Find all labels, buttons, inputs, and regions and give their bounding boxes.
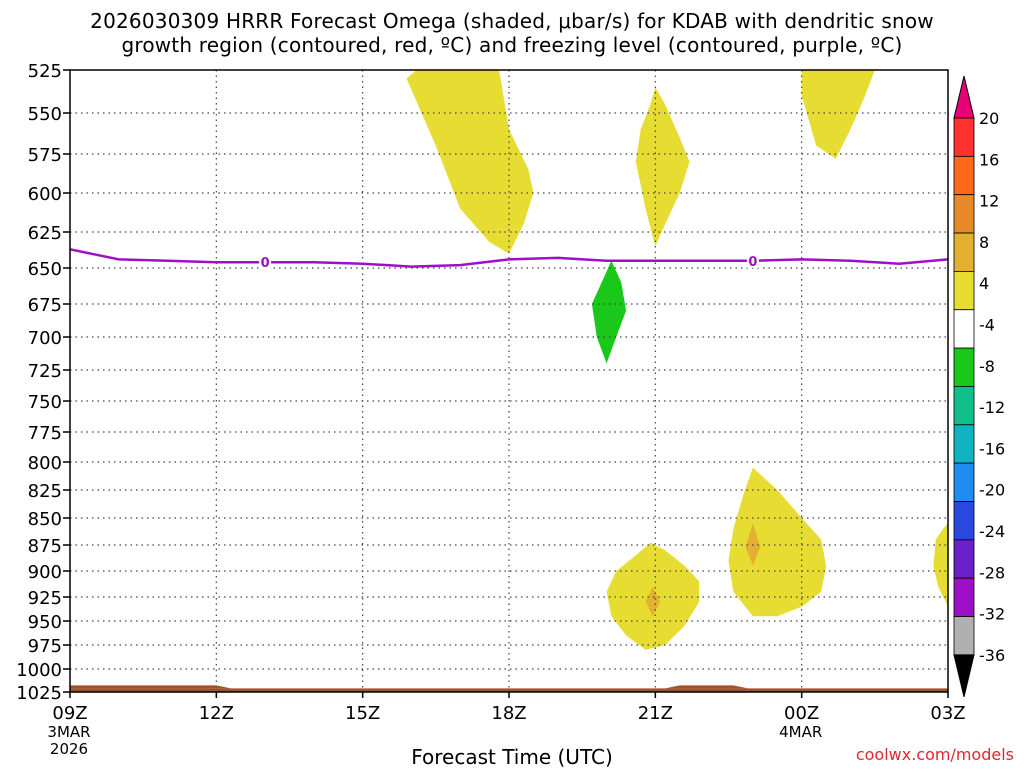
y-tick-label-775: 775 — [28, 423, 62, 444]
colorbar-label-6: -8 — [979, 357, 995, 376]
y-tick-label-925: 925 — [28, 588, 62, 609]
colorbar-swatch-2 — [953, 194, 975, 234]
colorbar-label-0: 20 — [979, 109, 999, 128]
omega-region-0 — [406, 70, 534, 254]
colorbar-label-5: -4 — [979, 316, 995, 335]
omega-region-2 — [801, 70, 875, 159]
surface-band — [70, 688, 948, 692]
colorbar-swatch-7 — [953, 386, 975, 426]
y-tick-label-900: 900 — [28, 562, 62, 583]
colorbar-swatch-5 — [953, 309, 975, 349]
y-tick-label-800: 800 — [28, 453, 62, 474]
colorbar-label-3: 8 — [979, 233, 989, 252]
freezing-level-line — [69, 248, 949, 268]
colorbar-label-13: -36 — [979, 646, 1005, 665]
surface-terrain — [70, 685, 948, 692]
colorbar-swatch-0 — [953, 117, 975, 157]
colorbar-swatch-10 — [953, 501, 975, 541]
colorbar-bottom-arrow — [953, 654, 975, 698]
y-tick-label-625: 625 — [28, 223, 62, 244]
x-tick-label-00Z: 00Z — [784, 703, 819, 724]
y-tick-label-725: 725 — [28, 361, 62, 382]
chart-title-line-2: growth region (contoured, red, ºC) and f… — [121, 33, 903, 57]
grid-lines — [70, 70, 948, 692]
chart-title-line-1: 2026030309 HRRR Forecast Omega (shaded, … — [90, 9, 934, 33]
colorbar-label-1: 16 — [979, 150, 999, 169]
colorbar-label-2: 12 — [979, 192, 999, 211]
y-tick-label-950: 950 — [28, 612, 62, 633]
colorbar-swatch-1 — [953, 155, 975, 196]
omega-region-1 — [635, 87, 690, 247]
colorbar-swatch-4 — [953, 270, 975, 311]
freezing-level-label-1: 0 — [748, 255, 757, 270]
x-tick-label-18Z: 18Z — [491, 703, 526, 724]
x-tick-label-09Z: 09Z — [52, 703, 87, 724]
y-tick-label-525: 525 — [28, 61, 62, 82]
y-tick-label-550: 550 — [28, 104, 62, 125]
surface-bump-1 — [665, 685, 749, 689]
colorbar-top-arrow — [953, 75, 975, 119]
omega-region-5 — [645, 586, 661, 617]
colorbar-label-7: -12 — [979, 398, 1005, 417]
y-tick-label-875: 875 — [28, 536, 62, 557]
freezing-label-bg-1 — [746, 253, 759, 268]
y-tick-label-650: 650 — [28, 259, 62, 280]
omega-region-8 — [933, 523, 948, 607]
source-credit: coolwx.com/models — [855, 745, 1014, 764]
colorbar-swatch-9 — [953, 462, 975, 502]
colorbar-swatch-6 — [953, 347, 975, 387]
omega-region-3 — [591, 260, 627, 364]
surface-bump-0 — [70, 685, 231, 689]
y-tick-label-825: 825 — [28, 481, 62, 502]
x-tick-year-09Z: 2026 — [50, 740, 88, 758]
y-tick-label-1025: 1025 — [16, 683, 62, 704]
colorbar-swatch-11 — [953, 539, 975, 579]
x-tick-label-03Z: 03Z — [930, 703, 965, 724]
omega-shaded-regions — [406, 70, 948, 650]
colorbar-label-10: -24 — [979, 522, 1005, 541]
omega-region-6 — [728, 467, 827, 617]
x-tick-date-09Z: 3MAR — [47, 723, 90, 741]
colorbar-swatch-13 — [953, 616, 975, 656]
y-axis: 525 550 575 600 625 650 675 700 725 750 775 800 825 8… — [16, 61, 70, 704]
colorbar-swatch-12 — [953, 577, 975, 617]
colorbar-label-9: -20 — [979, 481, 1005, 500]
colorbar-label-4: 4 — [979, 274, 989, 293]
y-tick-label-750: 750 — [28, 392, 62, 413]
freezing-level-label-0: 0 — [261, 256, 270, 271]
freezing-label-bg-0 — [259, 255, 272, 270]
colorbar-label-12: -32 — [979, 605, 1005, 624]
colorbar-swatch-3 — [953, 232, 975, 272]
y-tick-label-975: 975 — [28, 636, 62, 657]
x-tick-label-21Z: 21Z — [638, 703, 673, 724]
x-tick-label-12Z: 12Z — [199, 703, 234, 724]
colorbar-label-11: -28 — [979, 563, 1005, 582]
colorbar-label-8: -16 — [979, 439, 1005, 458]
colorbar: 20 16 12 8 4 -4 -8 -12 -16 -20 -24 -28 -32 -36 — [953, 75, 1005, 698]
colorbar-swatch-8 — [953, 424, 975, 464]
y-tick-label-600: 600 — [28, 184, 62, 205]
y-tick-label-675: 675 — [28, 295, 62, 316]
y-tick-label-575: 575 — [28, 145, 62, 166]
y-tick-label-1000: 1000 — [16, 660, 62, 681]
x-tick-label-15Z: 15Z — [345, 703, 380, 724]
y-tick-label-850: 850 — [28, 509, 62, 530]
y-tick-label-700: 700 — [28, 328, 62, 349]
x-axis-title: Forecast Time (UTC) — [411, 745, 613, 769]
x-tick-date-00Z: 4MAR — [779, 723, 822, 741]
